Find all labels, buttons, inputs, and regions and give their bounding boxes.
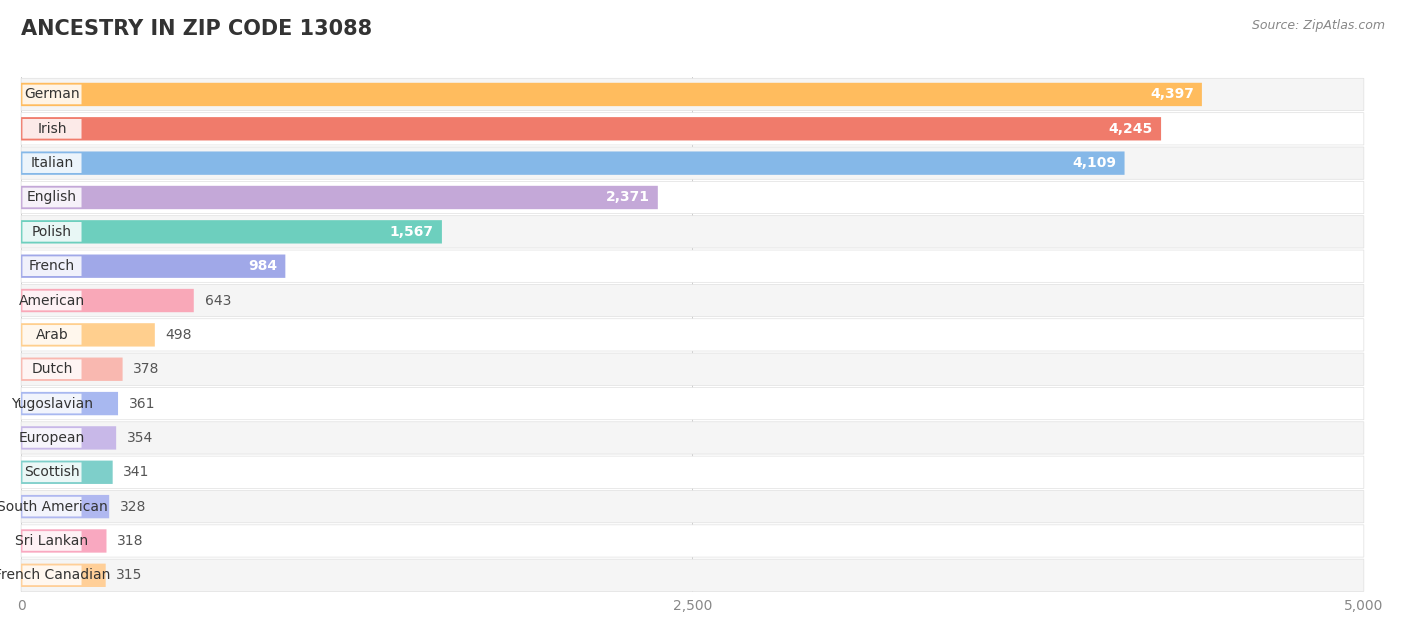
Text: French: French [30,259,75,273]
Text: Polish: Polish [32,225,72,239]
Text: South American: South American [0,500,107,514]
FancyBboxPatch shape [22,153,82,173]
Text: 318: 318 [117,534,143,548]
Text: 328: 328 [120,500,146,514]
FancyBboxPatch shape [21,147,1364,179]
FancyBboxPatch shape [21,250,1364,282]
Text: European: European [18,431,86,445]
FancyBboxPatch shape [21,319,1364,351]
Text: Dutch: Dutch [31,362,73,376]
Text: 341: 341 [124,465,150,479]
FancyBboxPatch shape [22,325,82,345]
FancyBboxPatch shape [22,84,82,104]
Text: 984: 984 [247,259,277,273]
FancyBboxPatch shape [21,182,1364,214]
FancyBboxPatch shape [21,422,1364,454]
FancyBboxPatch shape [21,220,441,243]
Text: 2,371: 2,371 [606,191,650,205]
FancyBboxPatch shape [22,187,82,207]
Text: Scottish: Scottish [24,465,80,479]
FancyBboxPatch shape [21,79,1364,111]
FancyBboxPatch shape [22,565,82,585]
Text: 378: 378 [134,362,160,376]
FancyBboxPatch shape [21,456,1364,488]
FancyBboxPatch shape [22,222,82,242]
FancyBboxPatch shape [21,495,110,518]
FancyBboxPatch shape [21,113,1364,145]
Text: French Canadian: French Canadian [0,568,110,582]
Text: 354: 354 [127,431,153,445]
FancyBboxPatch shape [22,531,82,551]
FancyBboxPatch shape [22,497,82,516]
FancyBboxPatch shape [21,353,1364,385]
Text: 643: 643 [204,294,231,308]
Text: Arab: Arab [35,328,69,342]
FancyBboxPatch shape [21,559,1364,591]
FancyBboxPatch shape [22,462,82,482]
FancyBboxPatch shape [21,529,107,553]
FancyBboxPatch shape [21,186,658,209]
FancyBboxPatch shape [21,564,105,587]
Text: 4,245: 4,245 [1109,122,1153,136]
FancyBboxPatch shape [21,323,155,346]
Text: Italian: Italian [31,156,73,170]
FancyBboxPatch shape [21,254,285,278]
FancyBboxPatch shape [21,392,118,415]
Text: 498: 498 [166,328,193,342]
FancyBboxPatch shape [21,83,1202,106]
FancyBboxPatch shape [22,290,82,310]
FancyBboxPatch shape [22,359,82,379]
FancyBboxPatch shape [22,256,82,276]
Text: German: German [24,88,80,102]
FancyBboxPatch shape [21,525,1364,557]
Text: Irish: Irish [37,122,66,136]
Text: Source: ZipAtlas.com: Source: ZipAtlas.com [1251,19,1385,32]
FancyBboxPatch shape [21,216,1364,248]
Text: 361: 361 [129,397,155,411]
FancyBboxPatch shape [21,117,1161,140]
FancyBboxPatch shape [21,388,1364,420]
FancyBboxPatch shape [21,491,1364,523]
Text: 1,567: 1,567 [389,225,434,239]
FancyBboxPatch shape [21,151,1125,175]
Text: American: American [18,294,84,308]
Text: ANCESTRY IN ZIP CODE 13088: ANCESTRY IN ZIP CODE 13088 [21,19,373,39]
Text: Sri Lankan: Sri Lankan [15,534,89,548]
Text: 4,109: 4,109 [1073,156,1116,170]
Text: 315: 315 [117,568,143,582]
FancyBboxPatch shape [22,393,82,413]
Text: 4,397: 4,397 [1150,88,1194,102]
FancyBboxPatch shape [21,285,1364,317]
Text: English: English [27,191,77,205]
FancyBboxPatch shape [21,357,122,381]
FancyBboxPatch shape [22,428,82,448]
Text: Yugoslavian: Yugoslavian [11,397,93,411]
FancyBboxPatch shape [21,289,194,312]
FancyBboxPatch shape [21,426,117,450]
FancyBboxPatch shape [22,119,82,138]
FancyBboxPatch shape [21,460,112,484]
